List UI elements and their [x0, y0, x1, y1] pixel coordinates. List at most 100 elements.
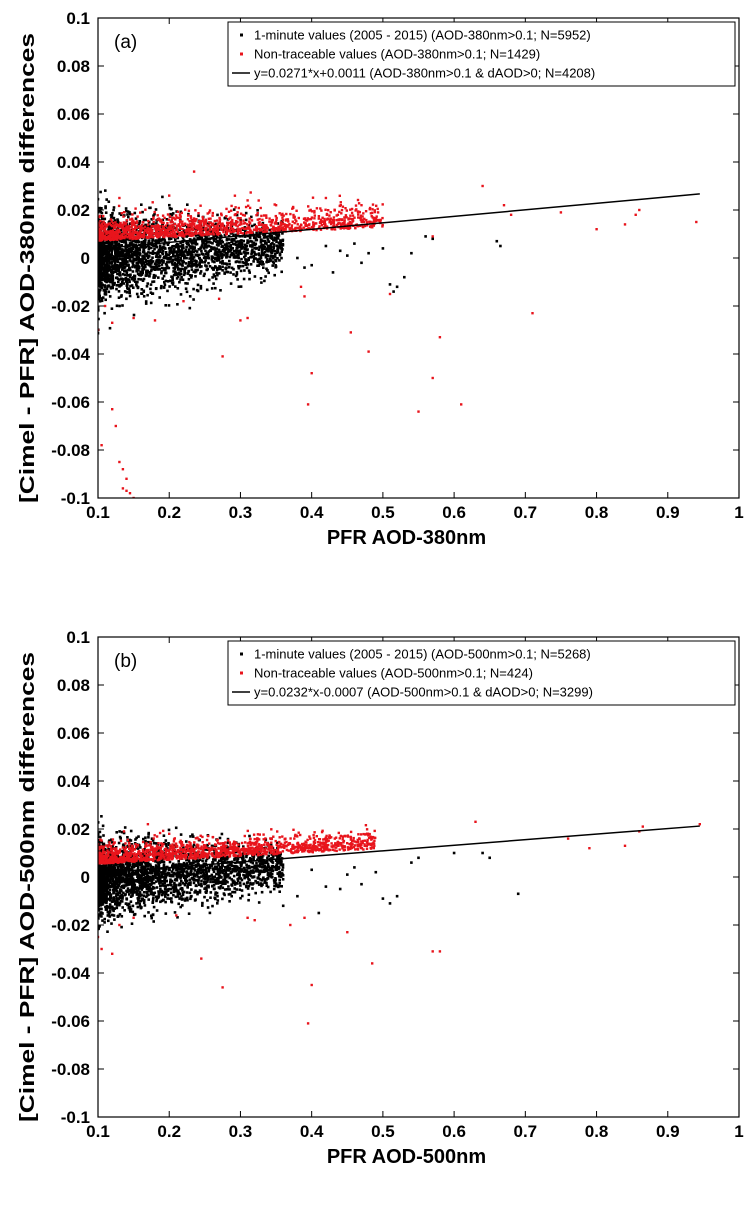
red-data-point — [313, 209, 316, 213]
red-data-point — [105, 224, 108, 227]
red-data-point — [118, 196, 121, 200]
black-data-point — [155, 263, 158, 267]
black-data-point — [115, 265, 118, 268]
red-data-point — [111, 232, 114, 235]
black-data-point — [148, 264, 152, 267]
black-data-point — [145, 285, 149, 288]
black-data-point — [180, 245, 184, 248]
black-data-point — [264, 256, 268, 259]
black-data-point — [118, 901, 122, 905]
black-data-point — [190, 260, 194, 264]
red-data-point — [214, 230, 218, 233]
red-data-point — [350, 222, 353, 225]
red-data-point — [140, 233, 143, 236]
black-data-point — [167, 247, 171, 250]
red-data-point — [318, 225, 321, 228]
red-data-point — [381, 223, 384, 227]
black-data-point — [113, 281, 116, 285]
red-data-point — [225, 233, 228, 236]
black-data-point — [182, 273, 186, 277]
black-data-point — [160, 266, 164, 270]
black-data-point — [121, 262, 125, 266]
black-data-point — [151, 240, 154, 243]
red-data-point — [135, 221, 139, 225]
black-data-point — [99, 288, 102, 292]
red-data-point — [100, 226, 103, 229]
black-data-point — [134, 280, 137, 283]
black-data-point — [126, 213, 129, 216]
black-data-point — [237, 266, 241, 270]
black-data-point — [213, 253, 217, 256]
red-data-point — [190, 234, 193, 237]
black-data-point — [187, 248, 191, 251]
black-data-point — [122, 880, 125, 883]
red-data-point — [315, 228, 318, 232]
red-data-point — [203, 220, 206, 223]
black-data-point — [242, 250, 246, 254]
black-data-point — [220, 832, 224, 836]
red-data-point — [204, 222, 208, 225]
red-data-point — [105, 225, 108, 228]
red-data-point — [179, 221, 182, 224]
black-data-point — [184, 262, 188, 265]
red-data-point — [221, 355, 224, 358]
red-data-point — [231, 228, 234, 231]
black-data-point — [360, 261, 363, 265]
black-data-point — [119, 239, 122, 243]
black-data-point — [131, 265, 134, 269]
red-data-point — [335, 219, 339, 222]
red-data-point — [304, 222, 307, 225]
black-data-point — [137, 269, 140, 272]
red-data-point — [310, 216, 314, 219]
black-data-point — [100, 299, 104, 303]
red-data-point — [216, 226, 220, 230]
black-data-point — [263, 250, 267, 254]
x-tick-label: 0.9 — [656, 503, 680, 522]
black-data-point — [107, 268, 110, 271]
black-data-point — [130, 276, 134, 280]
black-data-point — [201, 239, 204, 243]
red-data-point — [319, 228, 323, 231]
red-data-point — [351, 214, 355, 217]
red-data-point — [166, 230, 170, 234]
black-data-point — [192, 298, 195, 301]
red-data-point — [162, 235, 165, 238]
black-data-point — [214, 286, 217, 290]
red-data-point — [132, 237, 135, 240]
red-data-point — [153, 232, 156, 235]
red-data-point — [331, 228, 334, 231]
black-data-point — [187, 263, 191, 266]
red-data-point — [292, 213, 295, 217]
black-data-point — [259, 277, 263, 280]
black-data-point — [174, 271, 178, 275]
black-data-point — [264, 241, 267, 245]
black-data-point — [250, 250, 254, 253]
black-data-point — [98, 331, 100, 335]
red-data-point — [638, 208, 641, 212]
red-data-point — [323, 217, 326, 221]
red-data-point — [213, 227, 216, 230]
black-data-point — [221, 260, 224, 263]
black-data-point — [108, 277, 112, 281]
black-data-point — [129, 829, 133, 833]
x-axis-label: PFR AOD-380nm — [327, 527, 486, 549]
red-data-point — [297, 216, 300, 220]
black-data-point — [214, 893, 217, 896]
red-data-point — [376, 207, 379, 211]
red-data-point — [300, 224, 303, 227]
black-data-point — [158, 296, 161, 299]
black-data-point — [278, 252, 282, 256]
black-data-point — [241, 894, 244, 898]
black-data-point — [239, 218, 242, 222]
red-data-point — [184, 233, 188, 236]
red-data-point — [130, 223, 134, 226]
black-data-point — [240, 242, 244, 246]
red-data-point — [173, 230, 176, 233]
red-data-point — [177, 216, 180, 220]
black-data-point — [204, 869, 208, 872]
black-data-point — [103, 266, 107, 270]
black-data-point — [138, 886, 142, 890]
black-data-point — [268, 867, 272, 870]
black-data-point — [149, 283, 153, 286]
black-data-point — [151, 238, 154, 241]
